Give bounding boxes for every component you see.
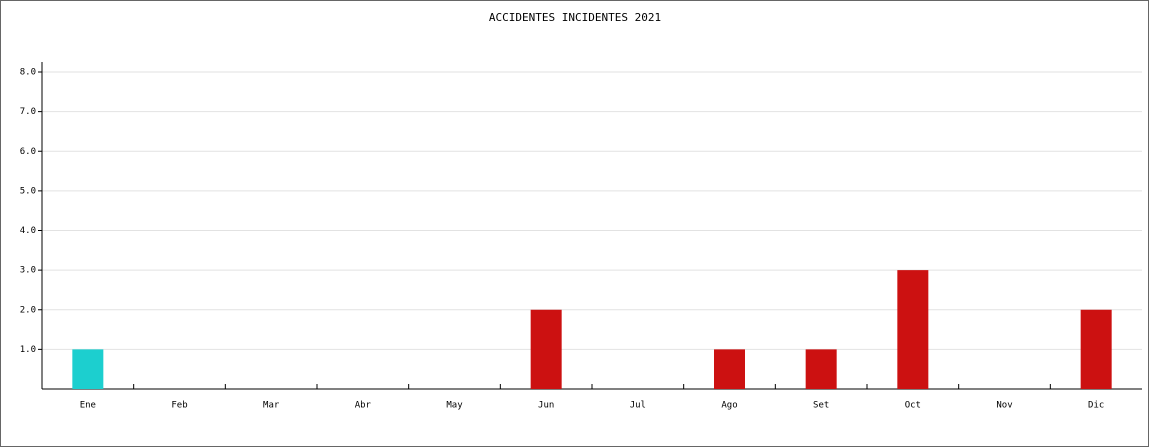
x-tick-label: Ago <box>721 401 737 411</box>
bar <box>72 349 104 389</box>
x-tick-label: Ene <box>80 401 96 411</box>
x-tick-label: Nov <box>996 401 1012 411</box>
x-tick-label: Feb <box>171 401 187 411</box>
bar <box>897 270 929 389</box>
bar <box>530 309 562 389</box>
y-tick-label: 7.0 <box>20 107 36 117</box>
bar <box>805 349 837 389</box>
y-tick-label: 1.0 <box>20 345 36 355</box>
x-tick-label: Mar <box>263 401 280 411</box>
bar <box>714 349 745 389</box>
x-tick-label: Set <box>813 401 829 411</box>
y-tick-label: 3.0 <box>20 266 36 276</box>
x-tick-label: Oct <box>905 401 921 411</box>
bar <box>1080 309 1112 389</box>
y-tick-label: 4.0 <box>20 226 36 236</box>
y-tick-label: 8.0 <box>20 68 36 78</box>
chart-title: ACCIDENTES INCIDENTES 2021 <box>489 11 661 24</box>
x-tick-label: Jun <box>538 401 554 411</box>
x-tick-label: Dic <box>1088 401 1104 411</box>
y-tick-label: 2.0 <box>20 305 36 315</box>
x-tick-label: May <box>446 401 463 411</box>
x-tick-label: Abr <box>355 401 372 411</box>
x-tick-label: Jul <box>630 401 646 411</box>
y-tick-label: 6.0 <box>20 147 36 157</box>
y-tick-label: 5.0 <box>20 186 36 196</box>
